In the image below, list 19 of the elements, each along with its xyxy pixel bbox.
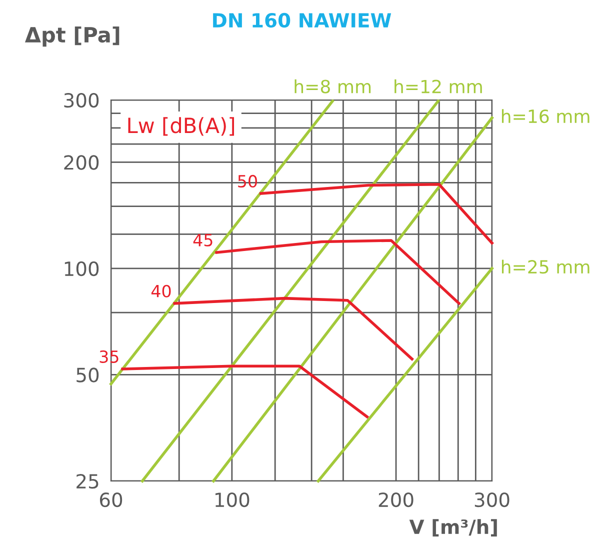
chart-title: DN 160 NAWIEW [213,12,392,28]
x-tick-label: 300 [474,492,510,508]
series-label: h=8 mm [294,79,371,94]
x-tick-label: 200 [378,492,414,508]
series-label: 45 [193,234,212,246]
y-tick-label: 50 [76,368,99,382]
series-label: h=25 mm [502,260,590,274]
y-tick-label: 100 [64,261,99,276]
series-label: h=16 mm [502,109,590,124]
series-label: 40 [151,284,171,298]
x-tick-label: 60 [100,492,122,508]
y-tick-label: 200 [64,155,99,170]
y-tick-label: 300 [64,92,99,108]
x-axis-title: V [m³/h] [409,519,497,536]
series-label: h=12 mm [394,79,482,94]
annotation: Lw [dB(A)] [128,117,234,136]
x-tick-label: 100 [216,492,250,508]
y-tick-label: 25 [76,474,98,489]
y-axis-title: Δpt [Pa] [24,26,120,47]
